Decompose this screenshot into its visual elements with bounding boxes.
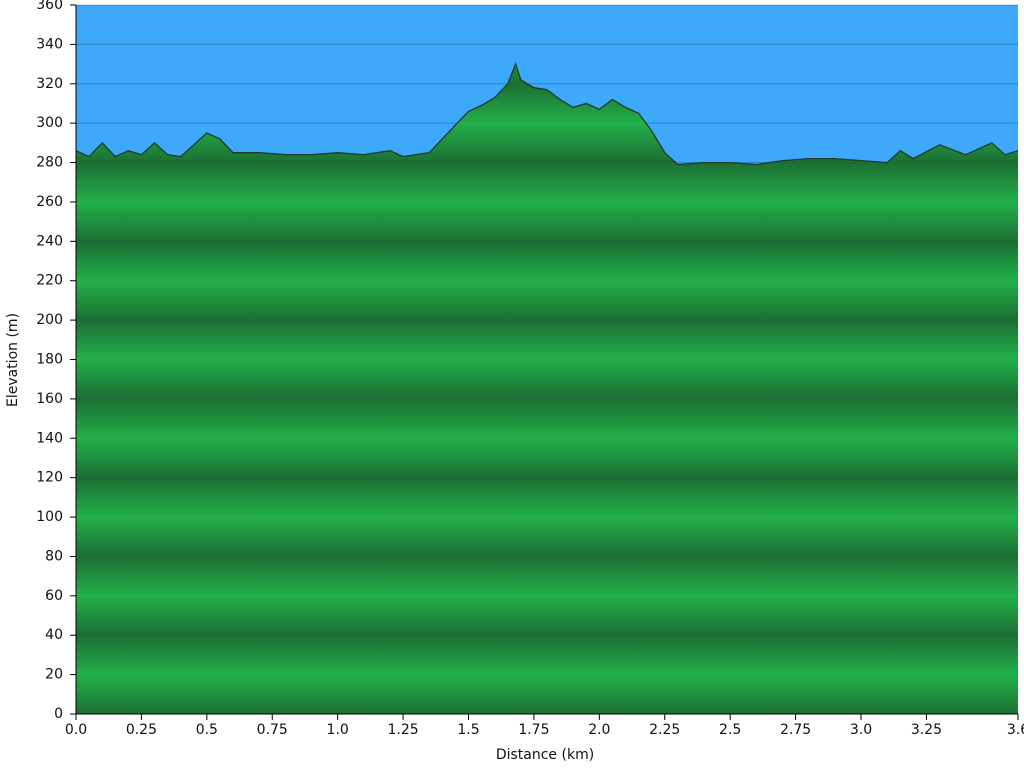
y-tick-label: 160 xyxy=(36,391,63,407)
y-tick-label: 60 xyxy=(45,588,63,604)
x-tick-label: 3.0 xyxy=(850,722,872,738)
x-tick-label: 2.0 xyxy=(588,722,610,738)
elevation-line xyxy=(75,62,1019,166)
y-tick-label: 280 xyxy=(36,155,63,171)
x-tick-label: 3.6 xyxy=(1007,722,1024,738)
y-tick-label: 220 xyxy=(36,273,63,289)
elevation-area xyxy=(76,64,1018,715)
y-tick-label: 360 xyxy=(36,0,63,13)
y-tick-label: 100 xyxy=(36,509,63,525)
y-tick-label: 80 xyxy=(45,548,63,564)
y-tick-label: 120 xyxy=(36,470,63,486)
y-tick-label: 0 xyxy=(54,706,63,722)
y-tick-label: 200 xyxy=(36,312,63,328)
y-axis-label: Elevation (m) xyxy=(5,313,21,407)
x-tick-label: 1.25 xyxy=(387,722,418,738)
x-tick-label: 0.5 xyxy=(196,722,218,738)
x-tick-label: 1.5 xyxy=(457,722,479,738)
x-tick-label: 0.25 xyxy=(126,722,157,738)
y-tick-label: 140 xyxy=(36,430,63,446)
y-tick-label: 260 xyxy=(36,194,63,210)
x-tick-label: 2.75 xyxy=(780,722,811,738)
y-tick-label: 180 xyxy=(36,352,63,368)
x-tick-label: 2.25 xyxy=(649,722,680,738)
y-tick-label: 340 xyxy=(36,36,63,52)
x-tick-label: 0.0 xyxy=(65,722,87,738)
x-axis-label: Distance (km) xyxy=(496,747,594,763)
y-tick-label: 320 xyxy=(36,76,63,92)
x-tick-label: 2.5 xyxy=(719,722,741,738)
x-tick-label: 1.75 xyxy=(518,722,549,738)
x-tick-label: 1.0 xyxy=(327,722,349,738)
y-tick-label: 300 xyxy=(36,115,63,131)
y-tick-label: 20 xyxy=(45,667,63,683)
y-tick-label: 240 xyxy=(36,233,63,249)
y-tick-label: 40 xyxy=(45,627,63,643)
x-tick-label: 3.25 xyxy=(911,722,942,738)
x-tick-label: 0.75 xyxy=(257,722,288,738)
